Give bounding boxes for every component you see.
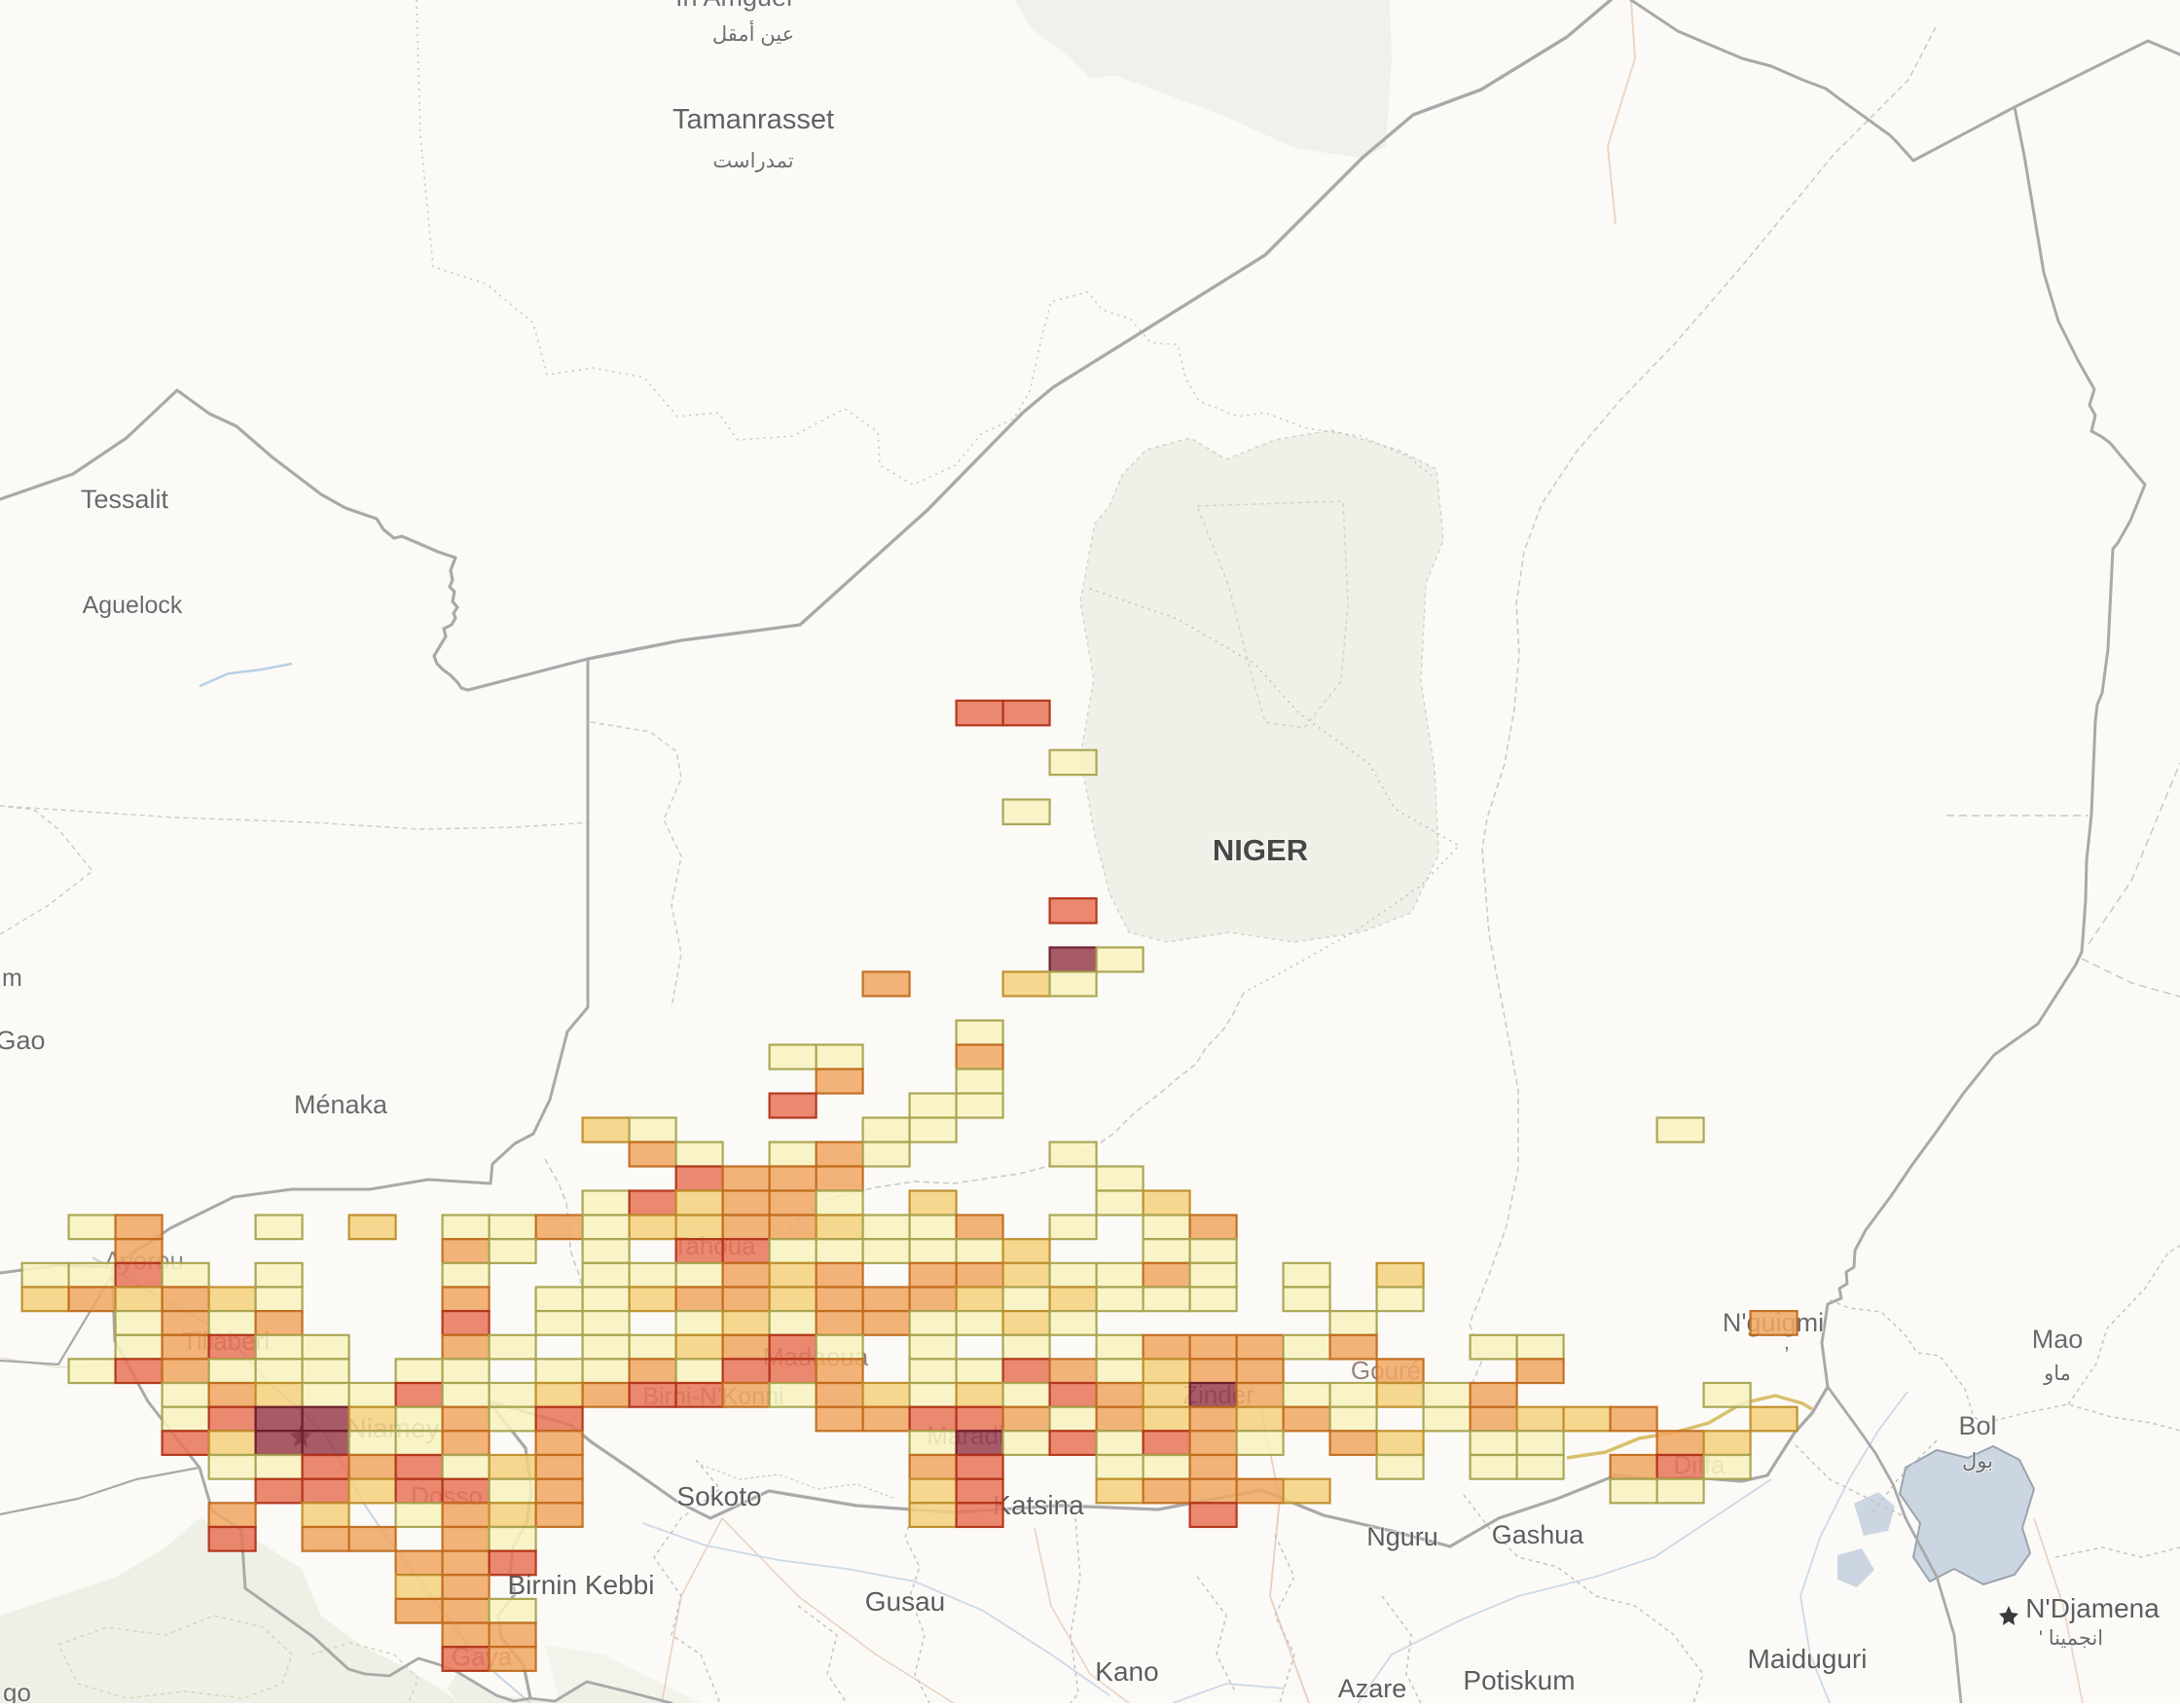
svg-text:Nguru: Nguru <box>1366 1522 1438 1551</box>
svg-text:عين أمقل: عين أمقل <box>712 19 794 47</box>
svg-text:Birnin Kebbi: Birnin Kebbi <box>508 1570 655 1600</box>
svg-text:ماو: ماو <box>2043 1363 2071 1386</box>
svg-text:Ménaka: Ménaka <box>294 1090 388 1119</box>
svg-text:' انجمينا: ' انجمينا <box>2039 1627 2103 1650</box>
svg-text:Gusau: Gusau <box>865 1586 946 1617</box>
svg-text:تمدراست: تمدراست <box>712 150 793 173</box>
svg-text:Gao: Gao <box>0 1026 46 1055</box>
svg-text:Maiduguri: Maiduguri <box>1748 1644 1868 1674</box>
svg-text:Sokoto: Sokoto <box>676 1481 761 1511</box>
svg-text:NIGER: NIGER <box>1213 833 1308 867</box>
svg-text:Azare: Azare <box>1338 1674 1407 1703</box>
svg-text:Mao: Mao <box>2032 1325 2084 1354</box>
svg-text:Katsina: Katsina <box>993 1490 1084 1520</box>
svg-text:Kano: Kano <box>1095 1656 1158 1687</box>
svg-text:Gashua: Gashua <box>1492 1520 1585 1549</box>
svg-text:N'Djamena: N'Djamena <box>2025 1593 2160 1623</box>
svg-text:Tessalit: Tessalit <box>81 485 169 514</box>
svg-text:In Amguel: In Amguel <box>675 0 792 12</box>
svg-text:Tamanrasset: Tamanrasset <box>672 104 834 135</box>
svg-text:Aguelock: Aguelock <box>83 592 183 619</box>
svg-text:Potiskum: Potiskum <box>1463 1665 1575 1695</box>
svg-text:ʼ: ʼ <box>1785 1343 1790 1367</box>
svg-text:m: m <box>2 964 22 992</box>
svg-text:Bol: Bol <box>1958 1411 1996 1440</box>
svg-text:go: go <box>3 1678 31 1703</box>
svg-text:بول: بول <box>1962 1450 1993 1473</box>
